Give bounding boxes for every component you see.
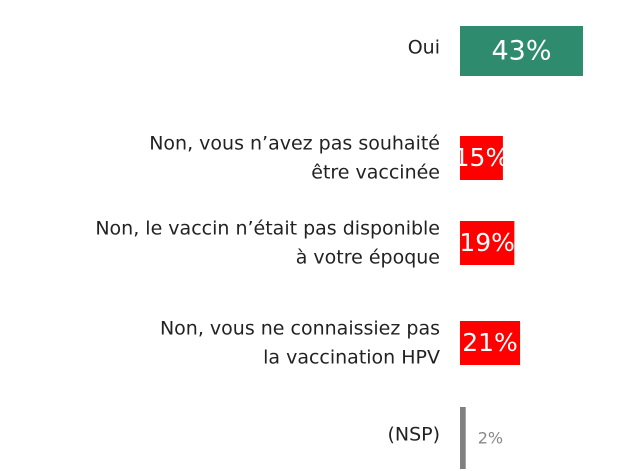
bar <box>460 407 466 469</box>
value-label: 15% <box>454 143 510 172</box>
value-label: 19% <box>459 228 515 257</box>
bar <box>460 221 515 265</box>
category-label: Non, vous ne connaissiez pas la vaccinati… <box>160 317 440 368</box>
category-label: Non, le vaccin n’était pas disponible à v… <box>95 217 440 268</box>
value-label: 43% <box>491 36 551 67</box>
category-label: Non, vous n’avez pas souhaité être vaccin… <box>149 132 440 183</box>
category-label: (NSP) <box>387 424 440 446</box>
category-label: Oui <box>408 37 440 59</box>
bar <box>460 136 503 180</box>
value-label: 2% <box>478 429 503 448</box>
bar <box>460 26 583 76</box>
bar <box>460 321 521 365</box>
value-label: 21% <box>462 328 518 357</box>
